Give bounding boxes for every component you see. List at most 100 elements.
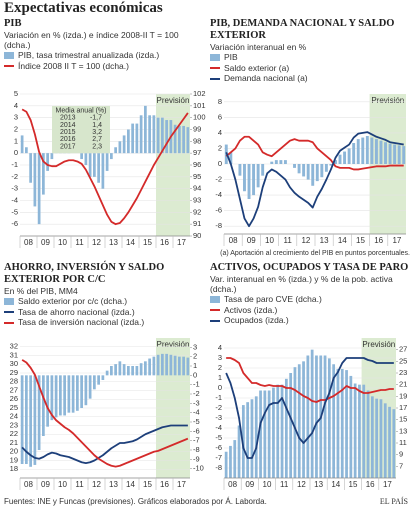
bar bbox=[279, 160, 283, 164]
y2-tick-label: -10 bbox=[193, 464, 204, 473]
bar bbox=[393, 144, 397, 164]
y-tick-label: 0 bbox=[218, 159, 222, 168]
y2-tick-label: 7 bbox=[399, 461, 403, 470]
y2-tick-label: 3 bbox=[193, 342, 197, 351]
y2-tick-label: 90 bbox=[193, 231, 201, 240]
y-tick-label: -2 bbox=[215, 403, 222, 412]
bar bbox=[29, 153, 32, 183]
y2-tick-label: -3 bbox=[193, 398, 200, 407]
bar bbox=[105, 370, 109, 376]
x-tick-label: 17 bbox=[177, 238, 186, 247]
bar bbox=[365, 136, 369, 164]
x-tick-label: 16 bbox=[160, 480, 169, 489]
bar bbox=[84, 375, 88, 406]
y-tick-label: -7 bbox=[215, 453, 222, 462]
line bbox=[225, 357, 394, 459]
chart-title: AHORRO, INVERSIÓN Y SALDO EXTERIOR POR C… bbox=[4, 262, 165, 285]
bar bbox=[67, 375, 71, 413]
bar bbox=[263, 390, 267, 478]
y-tick-label: 20 bbox=[10, 447, 18, 456]
bar bbox=[80, 153, 83, 160]
y-tick-label: 25 bbox=[10, 403, 18, 412]
y-tick-label: -5 bbox=[11, 207, 18, 216]
x-tick-label: 11 bbox=[75, 238, 84, 247]
y-tick-label: 2 bbox=[218, 363, 222, 372]
legend-swatch bbox=[210, 54, 220, 62]
chart-subtitle: Var. interanual en % (izda.) y % de la p… bbox=[210, 274, 393, 294]
bar bbox=[182, 125, 185, 154]
line bbox=[21, 108, 189, 226]
bar bbox=[358, 384, 361, 478]
bar bbox=[20, 375, 24, 464]
x-tick-label: 10 bbox=[58, 480, 67, 489]
line bbox=[225, 135, 404, 171]
bar bbox=[315, 164, 319, 182]
bar bbox=[237, 425, 241, 478]
legend-entry: PIB, tasa trimestral anualizada (izda.) bbox=[4, 50, 206, 61]
line bbox=[225, 131, 404, 228]
bar bbox=[144, 361, 147, 376]
chart-panel: AHORRO, INVERSIÓN Y SALDO EXTERIOR POR C… bbox=[4, 262, 206, 492]
bar bbox=[131, 366, 134, 376]
bar bbox=[135, 123, 139, 154]
bar bbox=[272, 387, 275, 478]
footnote: (a) Aportación al crecimiento del PIB en… bbox=[220, 250, 410, 257]
bar bbox=[42, 375, 45, 436]
x-tick-label: 14 bbox=[126, 480, 135, 489]
bar bbox=[379, 140, 383, 164]
bar bbox=[186, 357, 190, 376]
bar bbox=[388, 143, 392, 164]
table-title: Media anual (%) bbox=[56, 107, 107, 114]
legend-entry: Ocupados (izda.) bbox=[210, 315, 410, 326]
bar bbox=[229, 152, 233, 164]
x-tick-label: 12 bbox=[301, 236, 310, 245]
bar bbox=[324, 164, 328, 172]
bar bbox=[37, 153, 41, 225]
line bbox=[226, 357, 394, 403]
bar bbox=[352, 143, 356, 164]
legend-label: PIB bbox=[224, 52, 238, 62]
y2-tick-label: 96 bbox=[193, 160, 201, 169]
bar bbox=[84, 153, 88, 165]
y2-tick-label: 100 bbox=[193, 113, 206, 122]
legend-label: Ocupados (izda.) bbox=[224, 315, 289, 325]
table-year: 2013 bbox=[60, 115, 76, 122]
legend-swatch bbox=[4, 65, 14, 68]
y-tick-label: 5 bbox=[14, 90, 18, 98]
bar bbox=[182, 356, 185, 376]
legend-swatch bbox=[4, 321, 14, 324]
x-tick-label: 09 bbox=[41, 238, 50, 247]
bar bbox=[122, 135, 126, 154]
bar bbox=[289, 373, 293, 478]
bar bbox=[76, 375, 79, 411]
x-tick-label: 12 bbox=[92, 480, 101, 489]
bar bbox=[97, 375, 100, 385]
bar bbox=[383, 403, 387, 478]
y-tick-label: 22 bbox=[10, 429, 18, 438]
y2-tick-label: 98 bbox=[193, 136, 201, 145]
legend-label: Tasa de inversión nacional (izda.) bbox=[18, 317, 145, 327]
y-tick-label: 31 bbox=[10, 350, 18, 359]
bar bbox=[59, 375, 62, 416]
bar bbox=[343, 151, 347, 164]
y-tick-label: -4 bbox=[215, 423, 222, 432]
table-value: 3,2 bbox=[92, 129, 102, 136]
x-tick-label: 11 bbox=[284, 236, 293, 245]
y-tick-label: 3 bbox=[218, 353, 222, 362]
x-tick-label: 12 bbox=[92, 238, 101, 247]
bar bbox=[161, 117, 164, 154]
bar bbox=[315, 355, 318, 478]
legend-label: Saldo exterior (a) bbox=[224, 62, 290, 73]
bar bbox=[306, 355, 310, 478]
legend-swatch bbox=[4, 52, 14, 60]
y-tick-label: -3 bbox=[11, 184, 18, 193]
bar bbox=[388, 406, 391, 478]
y2-tick-label: 102 bbox=[193, 90, 206, 98]
y-tick-label: -1 bbox=[11, 160, 18, 169]
bar bbox=[139, 115, 143, 154]
bar bbox=[261, 164, 265, 176]
bar bbox=[161, 353, 164, 376]
bar bbox=[50, 153, 54, 160]
y2-tick-label: 17 bbox=[399, 403, 407, 412]
y2-tick-label: 23 bbox=[399, 368, 407, 377]
